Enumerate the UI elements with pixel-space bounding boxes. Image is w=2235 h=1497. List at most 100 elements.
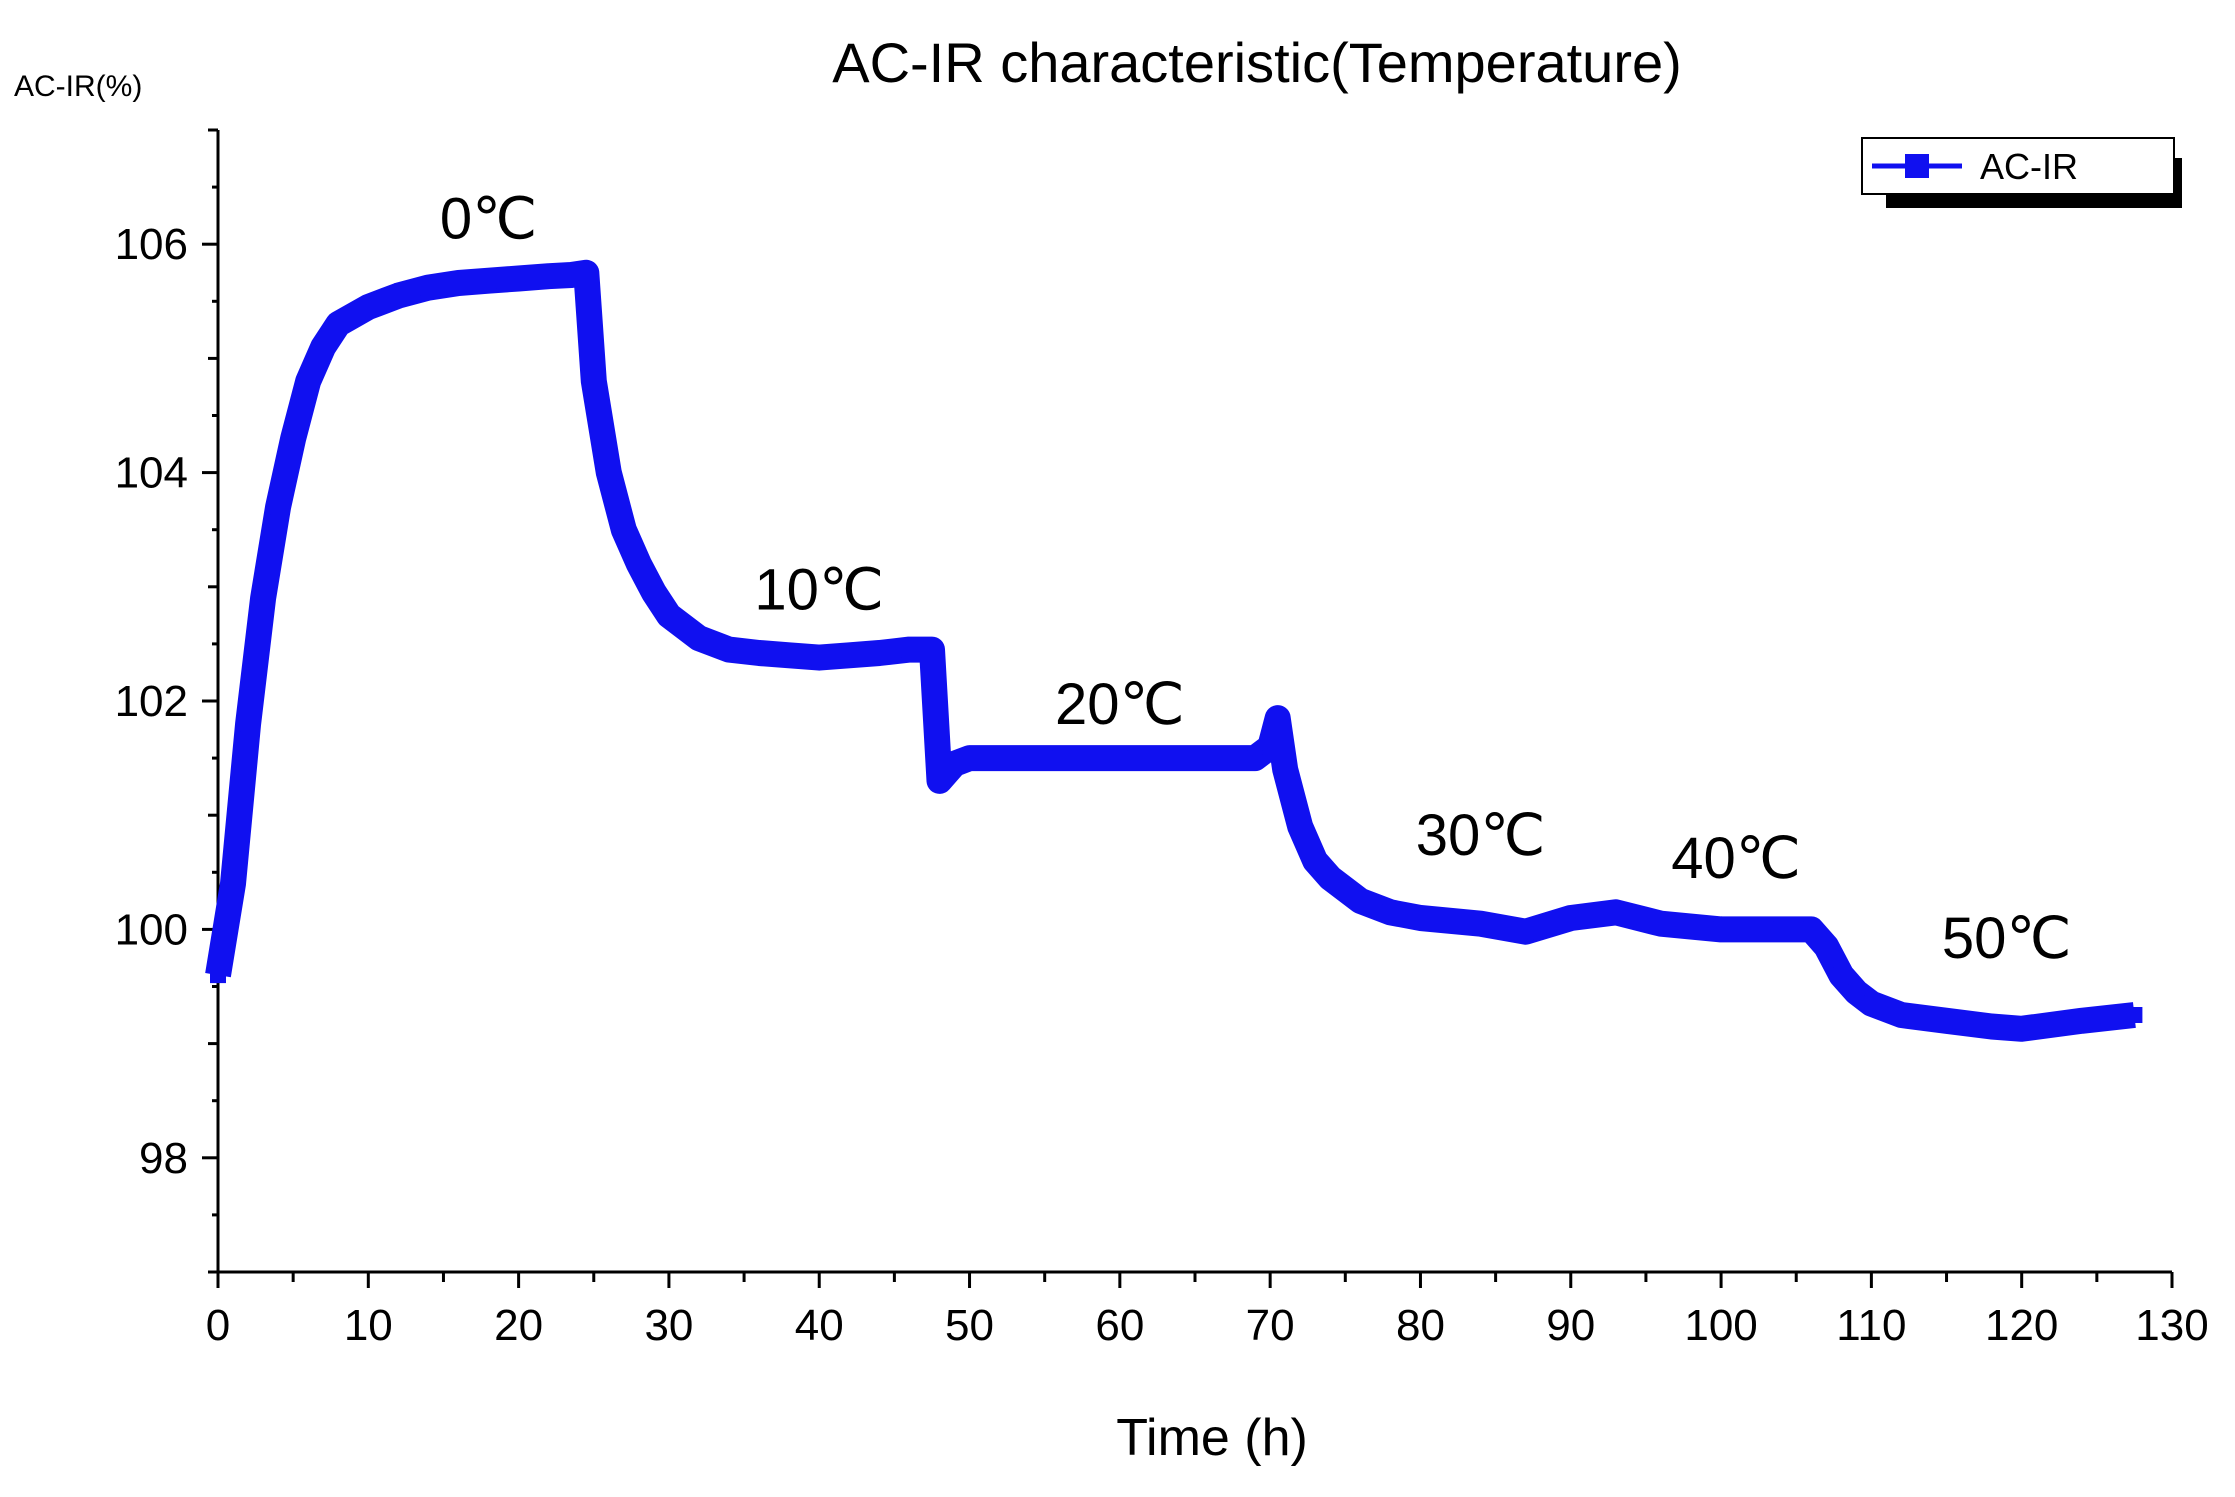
data-point xyxy=(1983,1018,2000,1035)
temperature-annotation: 0℃ xyxy=(440,186,537,251)
data-point xyxy=(1938,1012,1955,1029)
x-tick-label: 100 xyxy=(1684,1301,1757,1350)
data-point xyxy=(420,279,437,296)
data-point xyxy=(1848,984,1865,1001)
data-point xyxy=(1412,910,1429,926)
data-point xyxy=(225,875,241,892)
data-point xyxy=(1382,904,1399,921)
x-tick-label: 130 xyxy=(2135,1301,2208,1350)
y-tick-label: 104 xyxy=(115,449,188,498)
data-point xyxy=(660,607,677,624)
data-point xyxy=(585,373,602,390)
x-tick-label: 120 xyxy=(1985,1301,2058,1350)
x-axis-label: Time (h) xyxy=(1116,1409,1308,1467)
data-point xyxy=(841,647,858,664)
data-point xyxy=(315,339,332,355)
data-point xyxy=(1472,915,1489,932)
data-point xyxy=(2073,1012,2090,1029)
data-point xyxy=(330,316,347,333)
data-point xyxy=(1653,915,1669,932)
data-point xyxy=(450,275,467,291)
data-point xyxy=(924,641,940,658)
x-tick-label: 80 xyxy=(1396,1301,1445,1350)
data-point xyxy=(578,264,595,281)
x-tick-label: 0 xyxy=(206,1301,230,1350)
plot-area: 0 10 20 30 40 50 60 70 80 90 100 110 120 130 98 100 102 1… xyxy=(115,128,2209,1350)
data-point xyxy=(751,645,768,661)
data-point xyxy=(270,498,287,515)
y-tick-label: 100 xyxy=(115,905,188,954)
data-point xyxy=(510,270,527,287)
temperature-annotation: 50℃ xyxy=(1942,906,2072,971)
data-point xyxy=(1893,1007,1910,1023)
data-point xyxy=(1773,921,1790,938)
data-point xyxy=(946,755,963,772)
data-point xyxy=(1262,738,1279,755)
x-tick-label: 30 xyxy=(644,1301,693,1350)
data-point xyxy=(563,267,580,283)
data-point xyxy=(630,556,647,572)
x-tick-label: 50 xyxy=(945,1301,994,1350)
x-tick-label: 10 xyxy=(344,1301,393,1350)
temperature-annotation: 30℃ xyxy=(1416,803,1546,868)
data-point xyxy=(615,521,632,538)
data-point xyxy=(1292,818,1309,835)
data-point xyxy=(300,373,317,390)
x-tick-label: 20 xyxy=(494,1301,543,1350)
data-point xyxy=(811,649,828,666)
legend-marker xyxy=(1905,154,1929,178)
y-tick-label: 102 xyxy=(115,677,188,726)
data-point xyxy=(1307,852,1324,869)
chart-title: AC-IR characteristic(Temperature) xyxy=(832,31,1682,94)
series-line-ac-ir xyxy=(205,259,2136,1042)
data-point xyxy=(360,299,377,315)
legend: AC-IR xyxy=(1861,137,2182,208)
data-point xyxy=(1562,910,1579,926)
temperature-annotation: 20℃ xyxy=(1055,672,1185,737)
data-point xyxy=(540,268,557,285)
data-point xyxy=(210,967,226,984)
data-point xyxy=(1803,921,1820,938)
data-point xyxy=(1517,923,1534,940)
data-point xyxy=(285,430,302,447)
x-tick-label: 40 xyxy=(795,1301,844,1350)
x-tick-label: 60 xyxy=(1095,1301,1144,1350)
data-point xyxy=(931,772,948,789)
data-point xyxy=(1713,921,1730,938)
data-point xyxy=(645,584,662,601)
x-tick-label: 90 xyxy=(1546,1301,1595,1350)
data-point xyxy=(721,641,737,658)
y-tick-label: 98 xyxy=(139,1134,188,1183)
data-point xyxy=(1607,904,1624,921)
data-point xyxy=(1111,750,1128,767)
x-tick-label: 110 xyxy=(1836,1301,1906,1350)
data-point xyxy=(240,715,257,732)
data-point xyxy=(1352,892,1369,909)
legend-label: AC-IR xyxy=(1980,146,2078,187)
y-axis-label: AC-IR(%) xyxy=(14,70,142,103)
data-point xyxy=(1036,750,1053,767)
data-point xyxy=(480,272,497,289)
data-point xyxy=(2126,1007,2143,1023)
data-point xyxy=(390,287,407,304)
data-point xyxy=(1277,761,1294,778)
x-tick-label: 70 xyxy=(1246,1301,1295,1350)
data-point xyxy=(1863,995,1880,1012)
data-point xyxy=(2013,1020,2030,1037)
data-point xyxy=(1322,870,1339,886)
data-point xyxy=(961,750,978,767)
data-point xyxy=(600,464,617,481)
data-point xyxy=(691,630,707,647)
data-point xyxy=(781,647,798,664)
data-point xyxy=(901,641,918,658)
temperature-annotation: 40℃ xyxy=(1671,826,1801,891)
data-point xyxy=(1833,967,1850,984)
data-point xyxy=(1269,710,1286,727)
temperature-annotation: 10℃ xyxy=(754,558,884,623)
data-point xyxy=(871,645,888,661)
y-tick-label: 106 xyxy=(115,220,188,269)
data-point xyxy=(1187,750,1203,767)
data-point xyxy=(1247,750,1264,767)
data-point xyxy=(1818,938,1835,955)
